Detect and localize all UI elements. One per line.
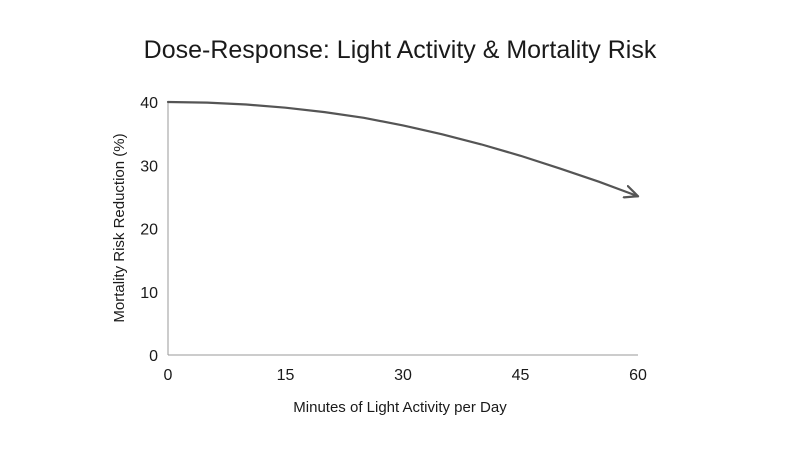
y-tick-label: 0	[149, 348, 158, 365]
y-tick-label: 20	[140, 222, 158, 239]
x-tick-label: 30	[394, 367, 412, 384]
y-axis-title: Mortality Risk Reduction (%)	[111, 133, 128, 322]
x-axis-title: Minutes of Light Activity per Day	[293, 399, 507, 416]
y-tick-labels: 0 10 20 30 40	[140, 95, 158, 365]
y-tick-label: 40	[140, 95, 158, 112]
x-tick-label: 0	[164, 367, 173, 384]
y-tick-label: 30	[140, 158, 158, 175]
x-tick-label: 45	[512, 367, 530, 384]
series-line	[166, 100, 640, 196]
y-tick-label: 10	[140, 285, 158, 302]
chart-title: Dose-Response: Light Activity & Mortalit…	[144, 36, 657, 64]
x-tick-labels: 0 15 30 45 60	[164, 367, 647, 384]
x-tick-label: 15	[277, 367, 295, 384]
x-tick-label: 60	[629, 367, 647, 384]
